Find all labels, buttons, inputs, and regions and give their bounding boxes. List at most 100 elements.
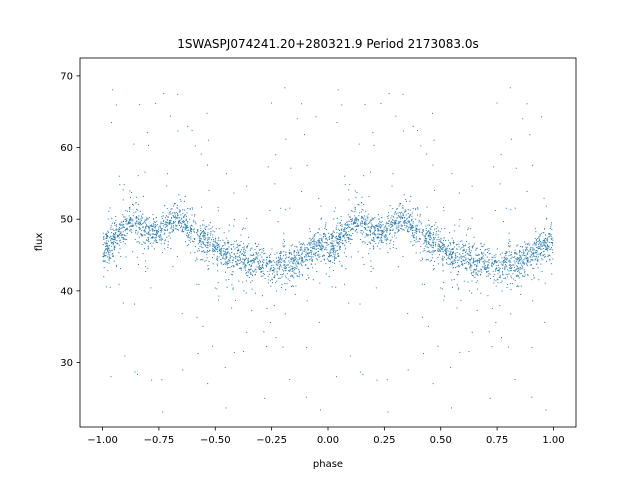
data-point bbox=[200, 241, 202, 242]
data-point bbox=[524, 272, 526, 274]
data-point bbox=[495, 262, 497, 264]
data-point bbox=[113, 236, 115, 238]
data-point bbox=[103, 238, 105, 240]
x-axis-ticks: −1.00 −0.75 −0.50 −0.25 0.00 0.25 0.50 0.75 1.00 bbox=[87, 427, 565, 446]
data-point bbox=[545, 218, 547, 220]
data-point bbox=[156, 220, 158, 222]
data-point bbox=[357, 225, 359, 227]
data-point bbox=[534, 243, 536, 245]
data-point bbox=[527, 244, 529, 246]
data-point bbox=[258, 266, 260, 268]
data-point bbox=[397, 229, 399, 231]
data-point bbox=[446, 262, 447, 264]
data-point bbox=[470, 259, 472, 261]
data-point bbox=[471, 292, 473, 294]
data-point bbox=[233, 265, 235, 267]
data-point bbox=[428, 235, 430, 237]
data-point bbox=[240, 251, 241, 253]
data-point bbox=[466, 267, 468, 269]
data-point bbox=[289, 379, 291, 381]
data-point bbox=[363, 226, 365, 228]
data-point bbox=[212, 234, 214, 236]
data-point bbox=[370, 222, 372, 224]
data-point bbox=[314, 234, 316, 236]
data-point bbox=[300, 248, 302, 250]
data-point bbox=[382, 224, 384, 226]
data-point bbox=[107, 251, 109, 253]
data-point bbox=[242, 247, 244, 249]
data-point bbox=[353, 222, 355, 224]
data-point bbox=[402, 214, 404, 216]
data-point bbox=[202, 235, 204, 237]
data-point bbox=[346, 236, 348, 238]
data-point bbox=[485, 267, 487, 269]
data-point bbox=[232, 288, 234, 290]
data-point bbox=[154, 227, 156, 229]
data-point bbox=[367, 213, 369, 215]
data-point bbox=[270, 267, 272, 269]
data-point bbox=[184, 214, 186, 216]
data-point bbox=[376, 237, 378, 239]
data-point bbox=[377, 233, 379, 235]
data-point bbox=[538, 248, 540, 250]
data-point bbox=[322, 246, 324, 248]
data-point bbox=[153, 240, 155, 242]
data-point bbox=[484, 259, 486, 261]
data-point bbox=[509, 264, 511, 266]
data-point bbox=[180, 200, 182, 202]
data-point bbox=[524, 258, 526, 260]
data-point bbox=[378, 223, 380, 225]
data-point bbox=[155, 234, 157, 235]
data-point bbox=[462, 263, 464, 265]
data-point bbox=[272, 264, 274, 266]
data-point bbox=[479, 262, 481, 264]
data-point bbox=[193, 219, 195, 221]
data-point bbox=[429, 235, 431, 237]
data-point bbox=[278, 259, 280, 261]
data-point bbox=[505, 252, 507, 254]
data-point bbox=[520, 258, 522, 260]
data-point bbox=[424, 241, 426, 243]
data-point bbox=[456, 273, 458, 275]
data-point bbox=[324, 226, 326, 228]
data-point bbox=[178, 211, 180, 213]
data-point bbox=[244, 228, 246, 230]
data-point bbox=[409, 221, 411, 223]
data-point bbox=[205, 237, 207, 239]
data-point bbox=[487, 295, 489, 297]
data-point bbox=[494, 261, 496, 263]
data-point bbox=[250, 260, 252, 262]
data-point bbox=[203, 233, 205, 235]
data-point bbox=[455, 257, 457, 259]
data-point bbox=[518, 261, 520, 263]
data-point bbox=[162, 212, 164, 214]
data-point bbox=[382, 233, 384, 235]
x-tick-label: −0.75 bbox=[144, 435, 175, 446]
data-point bbox=[140, 235, 142, 237]
data-point bbox=[499, 183, 501, 185]
data-point bbox=[533, 277, 535, 279]
data-point bbox=[255, 259, 257, 261]
data-point bbox=[390, 224, 392, 226]
data-point bbox=[328, 244, 330, 246]
data-point bbox=[136, 229, 138, 231]
data-point bbox=[207, 265, 209, 267]
data-point bbox=[521, 260, 523, 262]
data-point bbox=[416, 228, 418, 230]
data-point bbox=[343, 231, 345, 233]
data-point bbox=[535, 258, 537, 260]
data-point bbox=[451, 173, 453, 175]
data-point bbox=[267, 275, 269, 277]
data-point bbox=[167, 244, 169, 246]
data-point bbox=[271, 102, 273, 104]
data-point bbox=[491, 266, 493, 268]
data-point bbox=[543, 232, 545, 234]
data-point bbox=[295, 257, 297, 259]
data-point bbox=[420, 246, 422, 248]
data-point bbox=[457, 274, 459, 276]
data-point bbox=[475, 273, 477, 275]
data-point bbox=[519, 266, 521, 268]
data-point bbox=[452, 286, 454, 288]
data-point bbox=[285, 270, 287, 272]
data-point bbox=[403, 221, 405, 223]
